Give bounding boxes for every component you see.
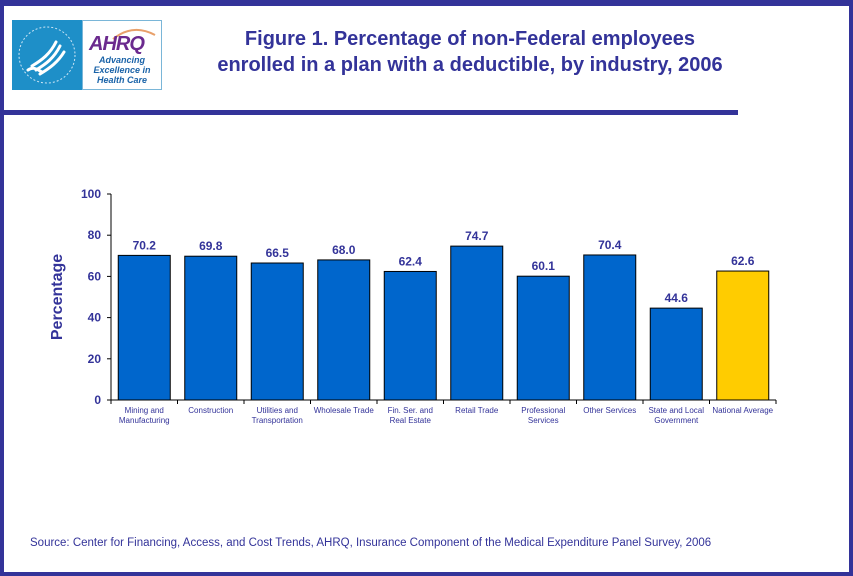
bar xyxy=(184,255,238,401)
x-category-label: National Average xyxy=(712,406,773,415)
bar xyxy=(117,254,171,401)
agency-logos: AHRQ Advancing Excellence in Health Care xyxy=(12,20,162,90)
x-category-label: Wholesale Trade xyxy=(314,406,375,415)
x-category-label: Professional xyxy=(521,406,565,415)
bar xyxy=(450,245,504,401)
chart-title: Figure 1. Percentage of non-Federal empl… xyxy=(170,26,770,78)
hhs-eagle-logo xyxy=(12,20,82,90)
source-note: Source: Center for Financing, Access, an… xyxy=(30,537,712,549)
x-category-label: Mining and xyxy=(125,406,164,415)
ahrq-tagline-line: Advancing xyxy=(98,55,145,65)
header-divider xyxy=(4,110,738,115)
x-category-label: State and Local xyxy=(648,406,704,415)
data-label: 69.8 xyxy=(199,239,223,253)
x-category-label: Utilities and xyxy=(257,406,298,415)
bar-national-average xyxy=(716,270,770,401)
hhs-eagle-icon xyxy=(18,26,76,84)
bar xyxy=(250,262,304,401)
chart-title-line-2: enrolled in a plan with a deductible, by… xyxy=(217,54,723,76)
ahrq-logo: AHRQ Advancing Excellence in Health Care xyxy=(82,20,162,90)
x-category-label: Retail Trade xyxy=(455,406,499,415)
x-category-label: Construction xyxy=(188,406,233,415)
data-label: 44.6 xyxy=(665,291,689,305)
data-label: 68.0 xyxy=(332,243,356,257)
bar xyxy=(317,259,371,401)
x-category-label: Fin. Ser. and xyxy=(388,406,433,415)
ahrq-tagline: Advancing Excellence in Health Care xyxy=(83,55,161,85)
bar xyxy=(649,307,703,401)
chart-bars xyxy=(117,245,770,401)
data-label: 62.4 xyxy=(399,254,423,268)
bar xyxy=(516,275,570,401)
y-tick-label: 80 xyxy=(88,228,102,242)
y-tick-label: 20 xyxy=(88,352,102,366)
x-category-label: Manufacturing xyxy=(119,416,170,425)
x-category-label: Other Services xyxy=(583,406,636,415)
y-tick-label: 0 xyxy=(94,393,101,407)
x-category-label: Government xyxy=(654,416,699,425)
data-label: 70.2 xyxy=(133,238,157,252)
data-label: 62.6 xyxy=(731,254,755,268)
bar xyxy=(383,270,437,401)
bar xyxy=(583,254,637,401)
data-label: 60.1 xyxy=(532,259,556,273)
x-category-label: Transportation xyxy=(252,416,303,425)
ahrq-tagline-line: Health Care xyxy=(96,75,148,85)
data-label: 70.4 xyxy=(598,238,622,252)
ahrq-arc-icon xyxy=(112,28,156,40)
y-tick-label: 40 xyxy=(88,311,102,325)
data-label: 74.7 xyxy=(465,229,489,243)
ahrq-wordmark: AHRQ xyxy=(89,33,145,55)
x-category-label: Services xyxy=(528,416,559,425)
data-label: 66.5 xyxy=(266,246,290,260)
y-tick-label: 100 xyxy=(81,187,101,201)
ahrq-tagline-line: Excellence in xyxy=(93,65,151,75)
y-axis-label: Percentage xyxy=(49,254,66,340)
y-tick-label: 60 xyxy=(88,269,102,283)
chart-title-line-1: Figure 1. Percentage of non-Federal empl… xyxy=(244,28,696,50)
x-category-label: Real Estate xyxy=(390,416,432,425)
